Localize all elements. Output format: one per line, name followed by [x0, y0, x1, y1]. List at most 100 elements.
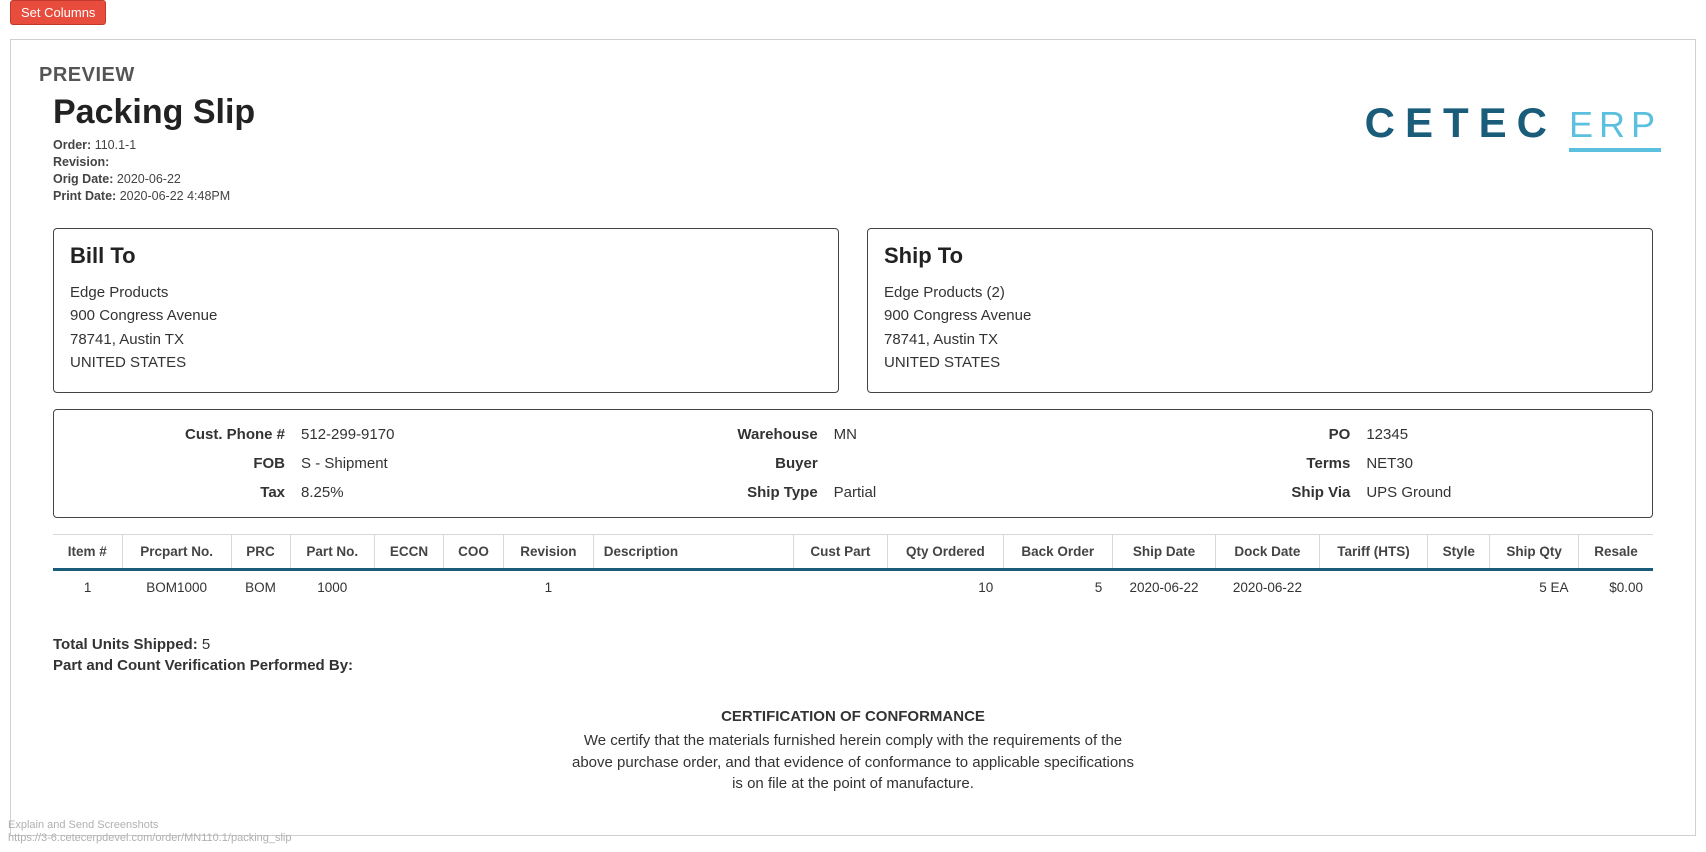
table-header-row: Item # Prcpart No. PRC Part No. ECCN COO… [53, 535, 1653, 570]
info-tax-value: 8.25% [299, 484, 344, 501]
meta-orig-date-label: Orig Date: [53, 172, 113, 186]
cell-dock-date: 2020-06-22 [1216, 570, 1319, 605]
info-cust-phone: Cust. Phone # 512-299-9170 [54, 420, 587, 449]
document-title: Packing Slip [53, 93, 255, 132]
footer-line2: https://3-6.cetecerpdevel.com/order/MN11… [8, 832, 292, 846]
meta-order-value: 110.1-1 [95, 138, 136, 152]
col-qty-ordered: Qty Ordered [887, 535, 1003, 570]
meta-revision: Revision: [53, 155, 255, 169]
col-dock-date: Dock Date [1216, 535, 1319, 570]
meta-revision-label: Revision: [53, 155, 109, 169]
info-warehouse-label: Warehouse [587, 426, 832, 443]
cell-revision: 1 [504, 570, 594, 605]
info-ship-type-value: Partial [832, 484, 877, 501]
col-coo: COO [443, 535, 503, 570]
info-ship-type-label: Ship Type [587, 484, 832, 501]
certification-line2: above purchase order, and that evidence … [39, 752, 1667, 774]
logo-main: CETEC [1365, 99, 1557, 147]
cell-style [1428, 570, 1490, 605]
cell-resale: $0.00 [1579, 570, 1653, 605]
meta-order-label: Order: [53, 138, 91, 152]
bill-to-name: Edge Products [70, 281, 822, 304]
cell-tariff [1319, 570, 1428, 605]
ship-to-street: 900 Congress Avenue [884, 304, 1636, 327]
document-container: PREVIEW Packing Slip Order: 110.1-1 Revi… [10, 39, 1696, 836]
total-units-shipped-label: Total Units Shipped: [53, 636, 198, 653]
info-ship-via-label: Ship Via [1119, 484, 1364, 501]
info-fob-label: FOB [54, 455, 299, 472]
footer-note: Explain and Send Screenshots https://3-6… [8, 819, 292, 847]
col-back-order: Back Order [1003, 535, 1112, 570]
header-row: Packing Slip Order: 110.1-1 Revision: Or… [39, 93, 1667, 206]
cell-eccn [375, 570, 444, 605]
bill-to-street: 900 Congress Avenue [70, 304, 822, 327]
ship-to-box: Ship To Edge Products (2) 900 Congress A… [867, 228, 1653, 393]
info-tax-label: Tax [54, 484, 299, 501]
col-style: Style [1428, 535, 1490, 570]
cell-prcpart-no: BOM1000 [122, 570, 231, 605]
logo: CETEC ERP [1365, 93, 1667, 152]
info-buyer-value [832, 455, 834, 472]
info-grid: Cust. Phone # 512-299-9170 Warehouse MN … [53, 409, 1653, 518]
cell-qty-ordered: 10 [887, 570, 1003, 605]
address-row: Bill To Edge Products 900 Congress Avenu… [53, 228, 1653, 393]
title-block: Packing Slip Order: 110.1-1 Revision: Or… [39, 93, 255, 206]
info-cust-phone-value: 512-299-9170 [299, 426, 394, 443]
cell-prc: BOM [231, 570, 290, 605]
meta-print-date-label: Print Date: [53, 189, 116, 203]
info-ship-via: Ship Via UPS Ground [1119, 478, 1652, 507]
col-revision: Revision [504, 535, 594, 570]
items-table: Item # Prcpart No. PRC Part No. ECCN COO… [53, 534, 1653, 604]
info-ship-via-value: UPS Ground [1364, 484, 1451, 501]
col-eccn: ECCN [375, 535, 444, 570]
info-terms: Terms NET30 [1119, 449, 1652, 478]
bill-to-city: 78741, Austin TX [70, 328, 822, 351]
certification-block: CERTIFICATION OF CONFORMANCE We certify … [39, 706, 1667, 795]
info-buyer: Buyer [587, 449, 1120, 478]
bill-to-heading: Bill To [70, 243, 822, 269]
certification-heading: CERTIFICATION OF CONFORMANCE [39, 706, 1667, 728]
col-prcpart-no: Prcpart No. [122, 535, 231, 570]
meta-order: Order: 110.1-1 [53, 138, 255, 152]
bill-to-box: Bill To Edge Products 900 Congress Avenu… [53, 228, 839, 393]
info-fob-value: S - Shipment [299, 455, 388, 472]
col-ship-qty: Ship Qty [1490, 535, 1579, 570]
info-ship-type: Ship Type Partial [587, 478, 1120, 507]
bill-to-country: UNITED STATES [70, 351, 822, 374]
preview-label: PREVIEW [39, 64, 1667, 87]
table-row: 1 BOM1000 BOM 1000 1 10 5 2020-06-22 202… [53, 570, 1653, 605]
ship-to-city: 78741, Austin TX [884, 328, 1636, 351]
info-tax: Tax 8.25% [54, 478, 587, 507]
ship-to-country: UNITED STATES [884, 351, 1636, 374]
col-description: Description [593, 535, 793, 570]
col-tariff: Tariff (HTS) [1319, 535, 1428, 570]
verification-label: Part and Count Verification Performed By… [53, 655, 1653, 676]
col-cust-part: Cust Part [793, 535, 887, 570]
meta-print-date-value: 2020-06-22 4:48PM [120, 189, 231, 203]
footer-line1: Explain and Send Screenshots [8, 819, 292, 833]
col-resale: Resale [1579, 535, 1653, 570]
info-fob: FOB S - Shipment [54, 449, 587, 478]
col-ship-date: Ship Date [1112, 535, 1215, 570]
total-units-shipped-value: 5 [202, 636, 210, 653]
cell-ship-qty: 5 EA [1490, 570, 1579, 605]
info-terms-label: Terms [1119, 455, 1364, 472]
cell-ship-date: 2020-06-22 [1112, 570, 1215, 605]
ship-to-heading: Ship To [884, 243, 1636, 269]
cell-back-order: 5 [1003, 570, 1112, 605]
certification-line1: We certify that the materials furnished … [39, 730, 1667, 752]
logo-sub: ERP [1569, 104, 1661, 152]
set-columns-button[interactable]: Set Columns [10, 0, 106, 25]
cell-description [593, 570, 793, 605]
info-warehouse-value: MN [832, 426, 857, 443]
certification-line3: is on file at the point of manufacture. [39, 773, 1667, 795]
meta-orig-date-value: 2020-06-22 [117, 172, 181, 186]
totals-block: Total Units Shipped: 5 Part and Count Ve… [53, 634, 1653, 676]
info-warehouse: Warehouse MN [587, 420, 1120, 449]
info-po-value: 12345 [1364, 426, 1408, 443]
info-buyer-label: Buyer [587, 455, 832, 472]
cell-part-no: 1000 [290, 570, 375, 605]
info-po: PO 12345 [1119, 420, 1652, 449]
meta-orig-date: Orig Date: 2020-06-22 [53, 172, 255, 186]
col-prc: PRC [231, 535, 290, 570]
